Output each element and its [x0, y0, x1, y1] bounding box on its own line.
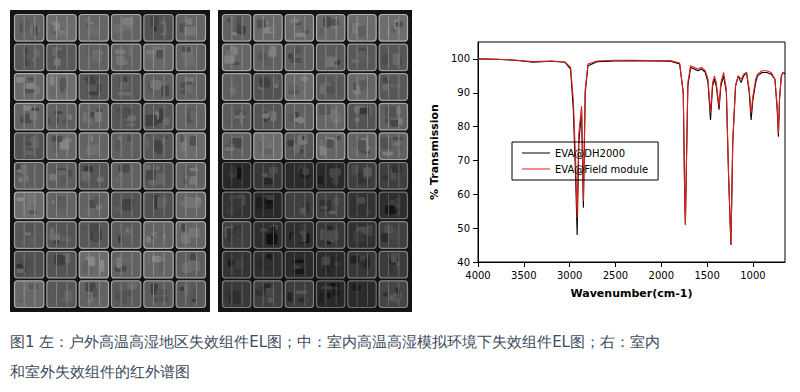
- svg-text:3500: 3500: [511, 270, 536, 281]
- svg-text:60: 60: [457, 189, 470, 200]
- svg-text:40: 40: [457, 257, 470, 268]
- svg-text:% Transmission: % Transmission: [428, 104, 441, 200]
- svg-text:2500: 2500: [603, 270, 628, 281]
- svg-text:1000: 1000: [740, 270, 765, 281]
- svg-text:80: 80: [457, 121, 470, 132]
- svg-text:EVA@DH2000: EVA@DH2000: [555, 148, 625, 159]
- svg-text:100: 100: [451, 53, 470, 64]
- svg-text:1500: 1500: [694, 270, 719, 281]
- svg-text:Wavenumber(cm-1): Wavenumber(cm-1): [571, 287, 693, 300]
- svg-text:4000: 4000: [465, 270, 490, 281]
- html-text:图1 左：户外高温高湿地区失效组件EL图；中：室内高温高湿模: 图1 左：户外高温高湿地区失效组件EL图；中：室内高温高湿模拟环境下失效组件EL…: [10, 333, 660, 351]
- html-text:和室外失效组件的红外谱图: 和室外失效组件的红外谱图: [10, 363, 190, 381]
- svg-text:2000: 2000: [649, 270, 674, 281]
- svg-text:50: 50: [457, 223, 470, 234]
- svg-text:EVA@Field module: EVA@Field module: [555, 164, 648, 175]
- svg-text:90: 90: [457, 87, 470, 98]
- svg-text:70: 70: [457, 155, 470, 166]
- svg-text:3000: 3000: [557, 270, 582, 281]
